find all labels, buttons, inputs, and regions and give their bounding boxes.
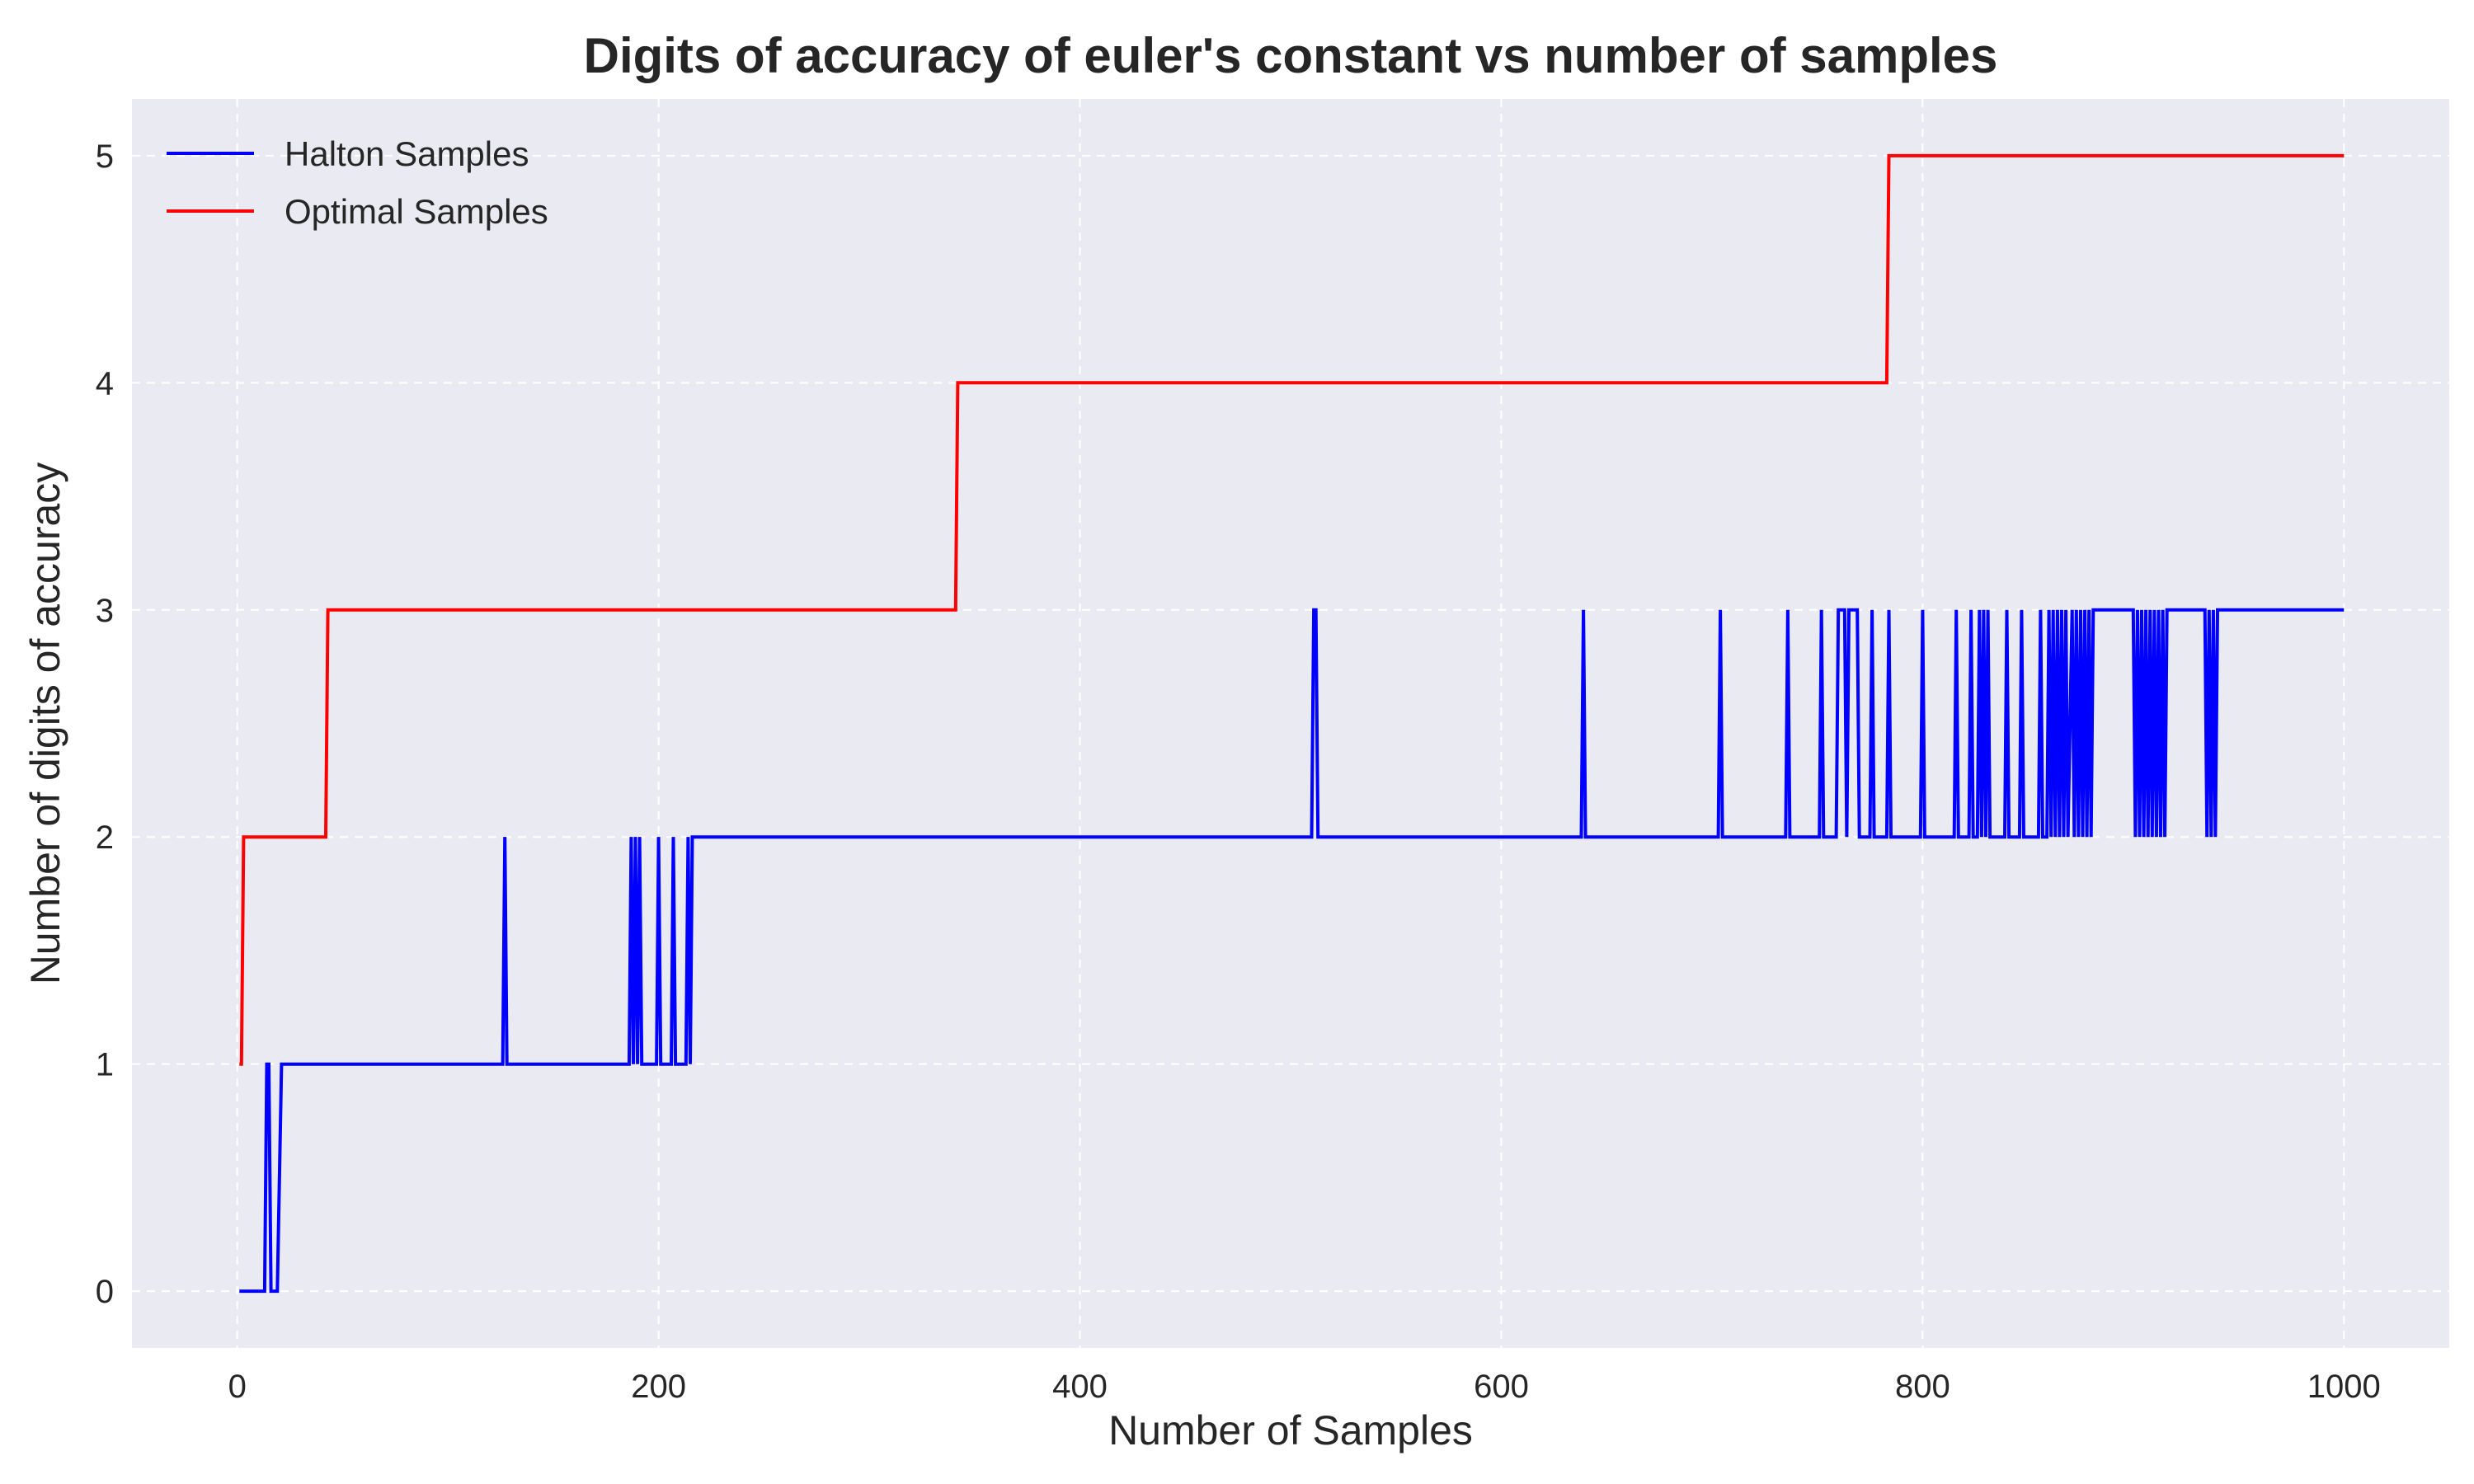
series-line-halton-samples xyxy=(239,608,2345,1294)
y-tick-label: 4 xyxy=(96,365,114,402)
x-tick-label: 0 xyxy=(228,1369,247,1405)
y-tick-label: 5 xyxy=(96,139,114,175)
y-ticks: 0 1 2 3 4 5 xyxy=(96,139,114,1310)
y-tick-label: 0 xyxy=(96,1274,114,1310)
x-tick-label: 400 xyxy=(1052,1369,1108,1405)
x-tick-label: 800 xyxy=(1895,1369,1950,1405)
y-tick-label: 2 xyxy=(96,819,114,856)
legend-item: Optimal Samples xyxy=(167,192,548,231)
legend: Halton Samples Optimal Samples xyxy=(167,134,548,231)
series-line-optimal-samples xyxy=(239,153,2345,1066)
legend-item: Halton Samples xyxy=(167,134,529,173)
chart-title: Digits of accuracy of euler's constant v… xyxy=(584,28,1998,83)
y-tick-label: 1 xyxy=(96,1047,114,1083)
x-tick-label: 200 xyxy=(631,1369,686,1405)
x-tick-label: 1000 xyxy=(2307,1369,2381,1405)
x-ticks: 0 200 400 600 800 1000 xyxy=(228,1369,2381,1405)
series-lines xyxy=(239,153,2345,1294)
y-tick-label: 3 xyxy=(96,593,114,629)
legend-label: Optimal Samples xyxy=(285,192,548,231)
y-axis-label: Number of digits of accuracy xyxy=(22,463,68,985)
legend-label: Halton Samples xyxy=(285,134,529,173)
x-axis-label: Number of Samples xyxy=(1108,1407,1473,1453)
x-tick-label: 600 xyxy=(1474,1369,1529,1405)
plot-background xyxy=(132,99,2449,1348)
